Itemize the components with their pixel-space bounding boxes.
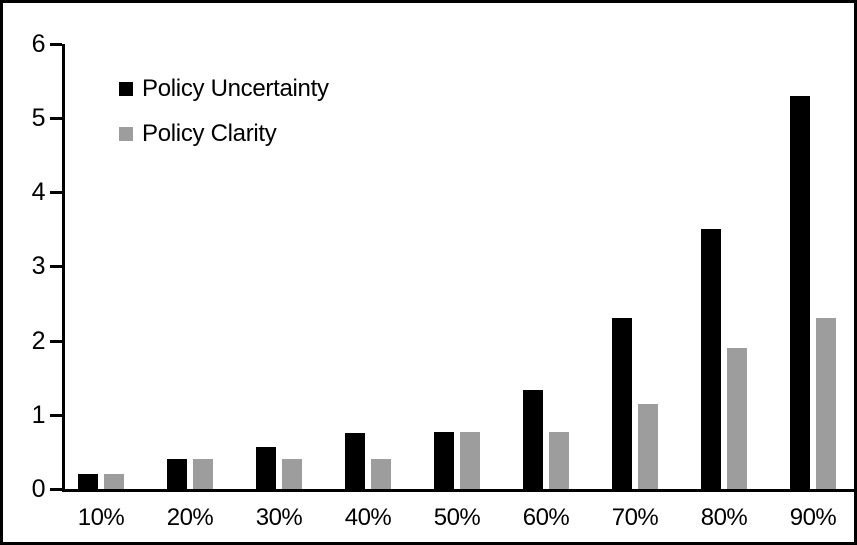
x-tick-label-70%: 70% xyxy=(611,504,659,531)
legend: Policy Uncertainty Policy Clarity xyxy=(119,75,329,148)
bar-policy-clarity-10% xyxy=(104,474,124,489)
x-tick-label-30%: 30% xyxy=(255,504,303,531)
y-tick-label-2: 2 xyxy=(31,326,46,355)
y-tick-label-4: 4 xyxy=(31,178,46,207)
y-tick-4 xyxy=(50,191,62,195)
y-tick-5 xyxy=(50,117,62,121)
legend-item-policy-clarity: Policy Clarity xyxy=(119,120,329,148)
bar-policy-uncertainty-80% xyxy=(701,229,721,489)
bar-policy-uncertainty-20% xyxy=(167,459,187,489)
y-tick-label-5: 5 xyxy=(31,104,46,133)
x-tick-label-80%: 80% xyxy=(700,504,748,531)
bar-policy-clarity-60% xyxy=(549,432,569,489)
y-tick-2 xyxy=(50,339,62,343)
x-axis-line xyxy=(62,489,854,492)
legend-label-policy-clarity: Policy Clarity xyxy=(142,120,277,147)
y-tick-1 xyxy=(50,413,62,417)
y-tick-label-6: 6 xyxy=(31,29,46,58)
bar-policy-uncertainty-50% xyxy=(434,432,454,489)
x-tick-label-10%: 10% xyxy=(77,504,125,531)
x-tick-label-50%: 50% xyxy=(433,504,481,531)
bar-policy-uncertainty-60% xyxy=(523,390,543,489)
legend-swatch-black-square-icon xyxy=(119,82,133,96)
legend-label-policy-uncertainty: Policy Uncertainty xyxy=(142,75,329,102)
bar-policy-uncertainty-40% xyxy=(345,433,365,489)
y-tick-label-1: 1 xyxy=(31,400,46,429)
y-tick-3 xyxy=(50,265,62,269)
bar-policy-clarity-70% xyxy=(638,404,658,489)
y-tick-label-3: 3 xyxy=(31,252,46,281)
bar-policy-clarity-20% xyxy=(193,459,213,489)
y-tick-6 xyxy=(50,42,62,46)
legend-item-policy-uncertainty: Policy Uncertainty xyxy=(119,75,329,103)
bar-policy-uncertainty-90% xyxy=(790,96,810,489)
x-tick-label-90%: 90% xyxy=(789,504,837,531)
bar-policy-clarity-80% xyxy=(727,348,747,489)
bar-policy-clarity-90% xyxy=(816,318,836,489)
legend-swatch-gray-square-icon xyxy=(119,127,133,141)
bar-policy-clarity-50% xyxy=(460,432,480,489)
bar-policy-uncertainty-10% xyxy=(78,474,98,489)
y-tick-0 xyxy=(50,488,62,491)
x-tick-label-20%: 20% xyxy=(166,504,214,531)
bar-policy-clarity-40% xyxy=(371,459,391,489)
bar-policy-uncertainty-70% xyxy=(612,318,632,489)
bar-policy-uncertainty-30% xyxy=(256,447,276,489)
x-tick-label-40%: 40% xyxy=(344,504,392,531)
y-tick-label-0: 0 xyxy=(31,475,46,503)
y-axis-line xyxy=(62,44,65,492)
bar-policy-clarity-30% xyxy=(282,459,302,489)
x-tick-label-60%: 60% xyxy=(522,504,570,531)
